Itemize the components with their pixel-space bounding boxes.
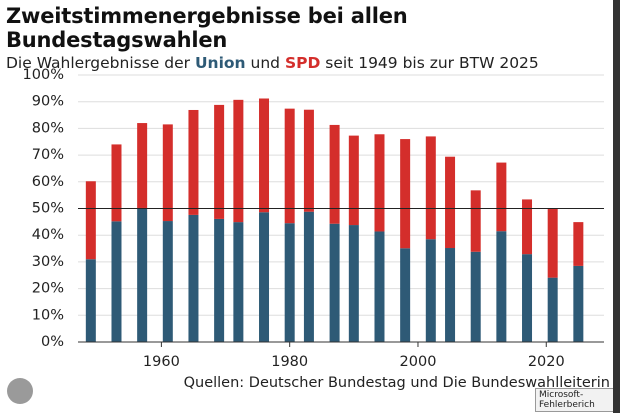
bar-segment — [496, 231, 507, 342]
y-tick-label: 100% — [23, 67, 64, 83]
legend-spd: SPD — [284, 54, 321, 72]
bar-segment — [329, 223, 340, 342]
bar-segment — [137, 123, 148, 208]
bar-segment — [329, 124, 340, 224]
bar-segment — [162, 124, 173, 222]
logo — [7, 378, 33, 404]
y-tick-label: 20% — [32, 281, 64, 297]
bar-segment — [573, 265, 584, 342]
x-tick-label: 1980 — [271, 354, 308, 370]
bar-segment — [348, 135, 359, 226]
bar-segment — [214, 104, 225, 219]
x-tick-label: 1960 — [143, 354, 180, 370]
bar-segment — [188, 214, 199, 342]
bar-segment — [214, 218, 225, 342]
bar-segment — [348, 225, 359, 342]
y-tick-label: 90% — [32, 94, 64, 110]
y-tick-label: 50% — [32, 201, 64, 217]
bar-segment — [303, 109, 314, 212]
bar-segment — [573, 222, 584, 266]
bar-segment — [374, 134, 385, 232]
bar-segment — [162, 221, 173, 342]
bar-segment — [284, 108, 295, 224]
bar-segment — [284, 223, 295, 342]
chart-title: Zweitstimmenergebnisse bei allen Bundest… — [6, 4, 408, 52]
bar-segment — [233, 99, 244, 223]
tooltip: Microsoft-Fehlerberich — [535, 388, 620, 412]
bar-segment — [547, 277, 558, 342]
chart-subtitle: Die Wahlergebnisse der Union und SPD sei… — [6, 54, 620, 72]
bar-segment — [400, 248, 411, 342]
bar-segment — [470, 190, 481, 252]
y-tick-label: 30% — [32, 254, 64, 270]
bar-segment — [496, 162, 507, 232]
bar-segment — [85, 259, 96, 342]
bar-segment — [85, 181, 96, 260]
subtitle-text: Die Wahlergebnisse der — [6, 54, 191, 72]
bar-segment — [445, 248, 456, 342]
bar-segment — [374, 231, 385, 342]
y-tick-label: 60% — [32, 174, 64, 190]
y-tick-label: 80% — [32, 120, 64, 136]
subtitle-text: seit 1949 bis zur BTW 2025 — [325, 54, 539, 72]
y-tick-label: 40% — [32, 227, 64, 243]
y-tick-label: 70% — [32, 147, 64, 163]
bar-segment — [445, 156, 456, 249]
bar-segment — [188, 109, 199, 215]
bar-segment — [470, 251, 481, 342]
source: Quellen: Deutscher Bundestag und Die Bun… — [184, 375, 610, 391]
header: Zweitstimmenergebnisse bei allen Bundest… — [6, 4, 620, 72]
bar-segment — [400, 139, 411, 249]
bar-segment — [137, 207, 148, 342]
x-tick-label: 2020 — [528, 354, 565, 370]
bar-segment — [425, 136, 436, 240]
bar-segment — [259, 212, 270, 342]
bar-segment — [425, 239, 436, 342]
bar-segment — [111, 221, 122, 342]
y-tick-label: 10% — [32, 307, 64, 323]
subtitle-text: und — [250, 54, 281, 72]
x-tick-label: 2000 — [400, 354, 437, 370]
bar-segment — [303, 211, 314, 342]
bar-segment — [259, 98, 270, 213]
bar-segment — [111, 144, 122, 222]
y-tick-label: 0% — [41, 334, 64, 350]
bar-segment — [522, 254, 533, 342]
legend-union: Union — [194, 54, 246, 72]
bar-segment — [522, 199, 533, 255]
bar-segment — [233, 222, 244, 342]
bar-segment — [547, 209, 558, 278]
window-edge — [613, 0, 620, 413]
